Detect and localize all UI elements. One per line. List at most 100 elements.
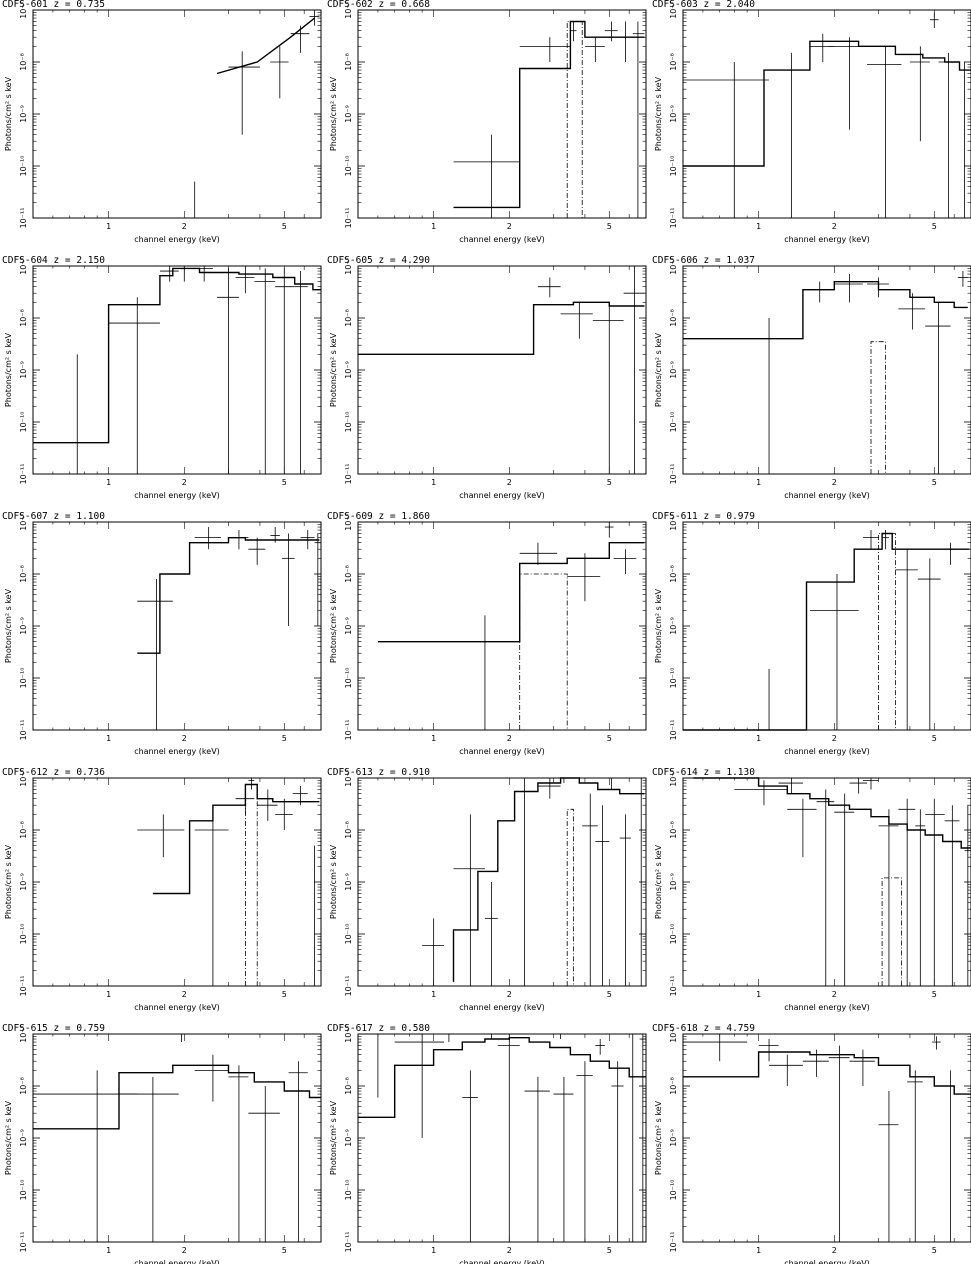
y-tick-label: 10⁻⁹ (669, 873, 678, 891)
x-tick-label: 1 (106, 222, 111, 231)
y-axis-label: Photons/cm² s keV (654, 76, 663, 151)
plot-frame (32, 521, 322, 731)
data-point (433, 1033, 463, 1043)
line-component (566, 808, 574, 986)
y-axis-label: Photons/cm² s keV (329, 588, 338, 663)
data-point (553, 1076, 574, 1242)
data-point (235, 266, 255, 294)
data-point (778, 778, 803, 794)
data-point (898, 293, 926, 330)
x-axis-label: channel energy (keV) (134, 1259, 220, 1264)
data-point (607, 777, 616, 790)
data-point (108, 297, 160, 474)
model-curve (683, 281, 968, 340)
y-tick-label: 10⁻⁹ (344, 1129, 353, 1147)
y-tick-label: 10⁻⁹ (19, 361, 28, 379)
y-tick-label: 10⁻⁸ (669, 821, 678, 839)
y-axis-label: Photons/cm² s keV (654, 1100, 663, 1175)
x-axis-label: channel energy (keV) (459, 1259, 545, 1264)
y-tick-label: 10⁻¹¹ (344, 976, 353, 997)
data-point (172, 266, 195, 282)
x-axis-label: channel energy (keV) (459, 747, 545, 756)
data-point (639, 1034, 646, 1242)
data-point (519, 37, 571, 62)
data-point (617, 21, 633, 62)
x-tick-label: 2 (182, 478, 187, 487)
y-tick-label: 10⁻¹⁰ (669, 1180, 678, 1201)
y-tick-label: 10⁻⁹ (19, 105, 28, 123)
x-tick-label: 5 (282, 1246, 287, 1255)
model-curve (683, 532, 970, 731)
data-point (119, 1076, 179, 1242)
y-axis-label: Photons/cm² s keV (329, 76, 338, 151)
x-axis-label: channel energy (keV) (134, 1003, 220, 1012)
data-point (917, 558, 941, 730)
x-axis-label: channel energy (keV) (459, 1003, 545, 1012)
model-curve (452, 777, 645, 982)
y-tick-label: 10⁻⁹ (19, 873, 28, 891)
panel-title: CDFS-618 z = 4.759 (652, 1023, 755, 1034)
spectrum-panel: CDFS-611 z = 0.979 10⁻¹¹ 10⁻¹⁰ 10⁻⁹ 10⁻⁸ 10⁻⁷… (652, 511, 971, 756)
data-point (275, 798, 293, 830)
x-tick-label: 1 (756, 734, 761, 743)
y-tick-label: 10⁻¹¹ (344, 208, 353, 229)
spectrum-panel: CDFS-618 z = 4.759 10⁻¹¹ 10⁻¹⁰ 10⁻⁹ 10⁻⁸ 10⁻⁷… (652, 1023, 971, 1264)
y-tick-label: 10⁻¹¹ (669, 464, 678, 485)
model-curve (152, 783, 320, 895)
y-tick-label: 10⁻¹¹ (669, 1232, 678, 1253)
data-point (623, 266, 645, 474)
data-point (849, 778, 868, 794)
y-tick-label: 10⁻⁷ (344, 1025, 353, 1043)
y-tick-label: 10⁻¹¹ (19, 208, 28, 229)
y-axis-label: Photons/cm² s keV (654, 332, 663, 407)
y-tick-label: 10⁻¹⁰ (19, 668, 28, 689)
y-tick-label: 10⁻⁸ (669, 53, 678, 71)
panel-title: CDFS-603 z = 2.040 (652, 0, 755, 10)
data-point (557, 777, 571, 784)
panel-title: CDFS-606 z = 1.037 (652, 255, 755, 266)
panel-title: CDFS-611 z = 0.979 (652, 511, 755, 522)
line-component (870, 341, 886, 474)
y-tick-label: 10⁻¹⁰ (19, 156, 28, 177)
spectrum-panel: CDFS-614 z = 1.130 10⁻¹¹ 10⁻¹⁰ 10⁻⁹ 10⁻⁸ 10⁻⁷… (652, 767, 971, 1012)
data-point (497, 1034, 520, 1242)
data-point (802, 281, 835, 303)
y-tick-label: 10⁻¹⁰ (669, 668, 678, 689)
x-axis-label: channel energy (keV) (784, 1259, 870, 1264)
y-tick-label: 10⁻¹⁰ (344, 156, 353, 177)
data-point (358, 1033, 395, 1098)
model-curve (358, 301, 645, 355)
data-point (217, 268, 239, 474)
data-point (288, 1061, 308, 1242)
y-tick-label: 10⁻⁹ (669, 617, 678, 635)
data-point (453, 814, 485, 986)
y-tick-label: 10⁻⁷ (344, 513, 353, 531)
y-tick-label: 10⁻⁹ (344, 617, 353, 635)
data-point (613, 549, 637, 574)
y-tick-label: 10⁻⁸ (19, 309, 28, 327)
y-tick-label: 10⁻⁸ (19, 1077, 28, 1095)
data-point (537, 778, 561, 799)
model-curve (216, 17, 316, 75)
model-curve (33, 267, 321, 444)
x-tick-label: 5 (282, 222, 287, 231)
y-tick-label: 10⁻¹⁰ (344, 1180, 353, 1201)
y-axis-label: Photons/cm² s keV (654, 844, 663, 919)
data-point (592, 302, 624, 474)
x-tick-label: 1 (431, 478, 436, 487)
panel-title: CDFS-601 z = 0.735 (2, 0, 105, 10)
data-point (895, 549, 918, 730)
data-point (925, 798, 945, 986)
data-point (524, 1076, 550, 1242)
data-point (228, 51, 260, 135)
data-point (194, 1054, 229, 1102)
data-point (769, 1054, 803, 1086)
data-point (560, 302, 593, 339)
y-tick-label: 10⁻¹⁰ (669, 412, 678, 433)
y-tick-label: 10⁻⁷ (344, 257, 353, 275)
data-point (462, 1070, 478, 1242)
plot-frame (357, 9, 647, 219)
x-tick-label: 1 (756, 1246, 761, 1255)
data-point (809, 574, 859, 730)
spectrum-panel: CDFS-605 z = 4.290 10⁻¹¹ 10⁻¹⁰ 10⁻⁹ 10⁻⁸ 10⁻⁷… (327, 255, 647, 500)
